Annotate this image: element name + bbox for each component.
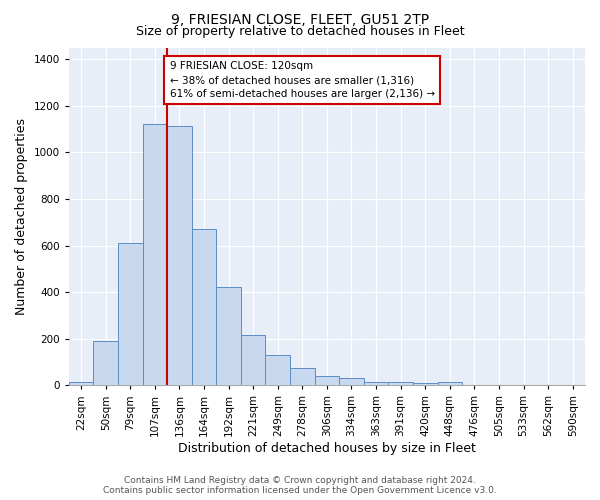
- Bar: [364, 382, 388, 386]
- Bar: [143, 124, 167, 386]
- Bar: [217, 288, 241, 386]
- Bar: [339, 378, 364, 386]
- Bar: [314, 376, 339, 386]
- Bar: [437, 382, 462, 386]
- Bar: [94, 341, 118, 386]
- Bar: [388, 382, 413, 386]
- Bar: [241, 335, 265, 386]
- Text: 9 FRIESIAN CLOSE: 120sqm
← 38% of detached houses are smaller (1,316)
61% of sem: 9 FRIESIAN CLOSE: 120sqm ← 38% of detach…: [170, 61, 435, 99]
- Bar: [265, 355, 290, 386]
- Bar: [69, 382, 94, 386]
- Bar: [290, 368, 314, 386]
- Text: Size of property relative to detached houses in Fleet: Size of property relative to detached ho…: [136, 25, 464, 38]
- Bar: [413, 383, 437, 386]
- Text: Contains HM Land Registry data © Crown copyright and database right 2024.
Contai: Contains HM Land Registry data © Crown c…: [103, 476, 497, 495]
- Bar: [167, 126, 192, 386]
- Y-axis label: Number of detached properties: Number of detached properties: [15, 118, 28, 315]
- Text: 9, FRIESIAN CLOSE, FLEET, GU51 2TP: 9, FRIESIAN CLOSE, FLEET, GU51 2TP: [171, 12, 429, 26]
- Bar: [192, 229, 217, 386]
- Bar: [118, 243, 143, 386]
- X-axis label: Distribution of detached houses by size in Fleet: Distribution of detached houses by size …: [178, 442, 476, 455]
